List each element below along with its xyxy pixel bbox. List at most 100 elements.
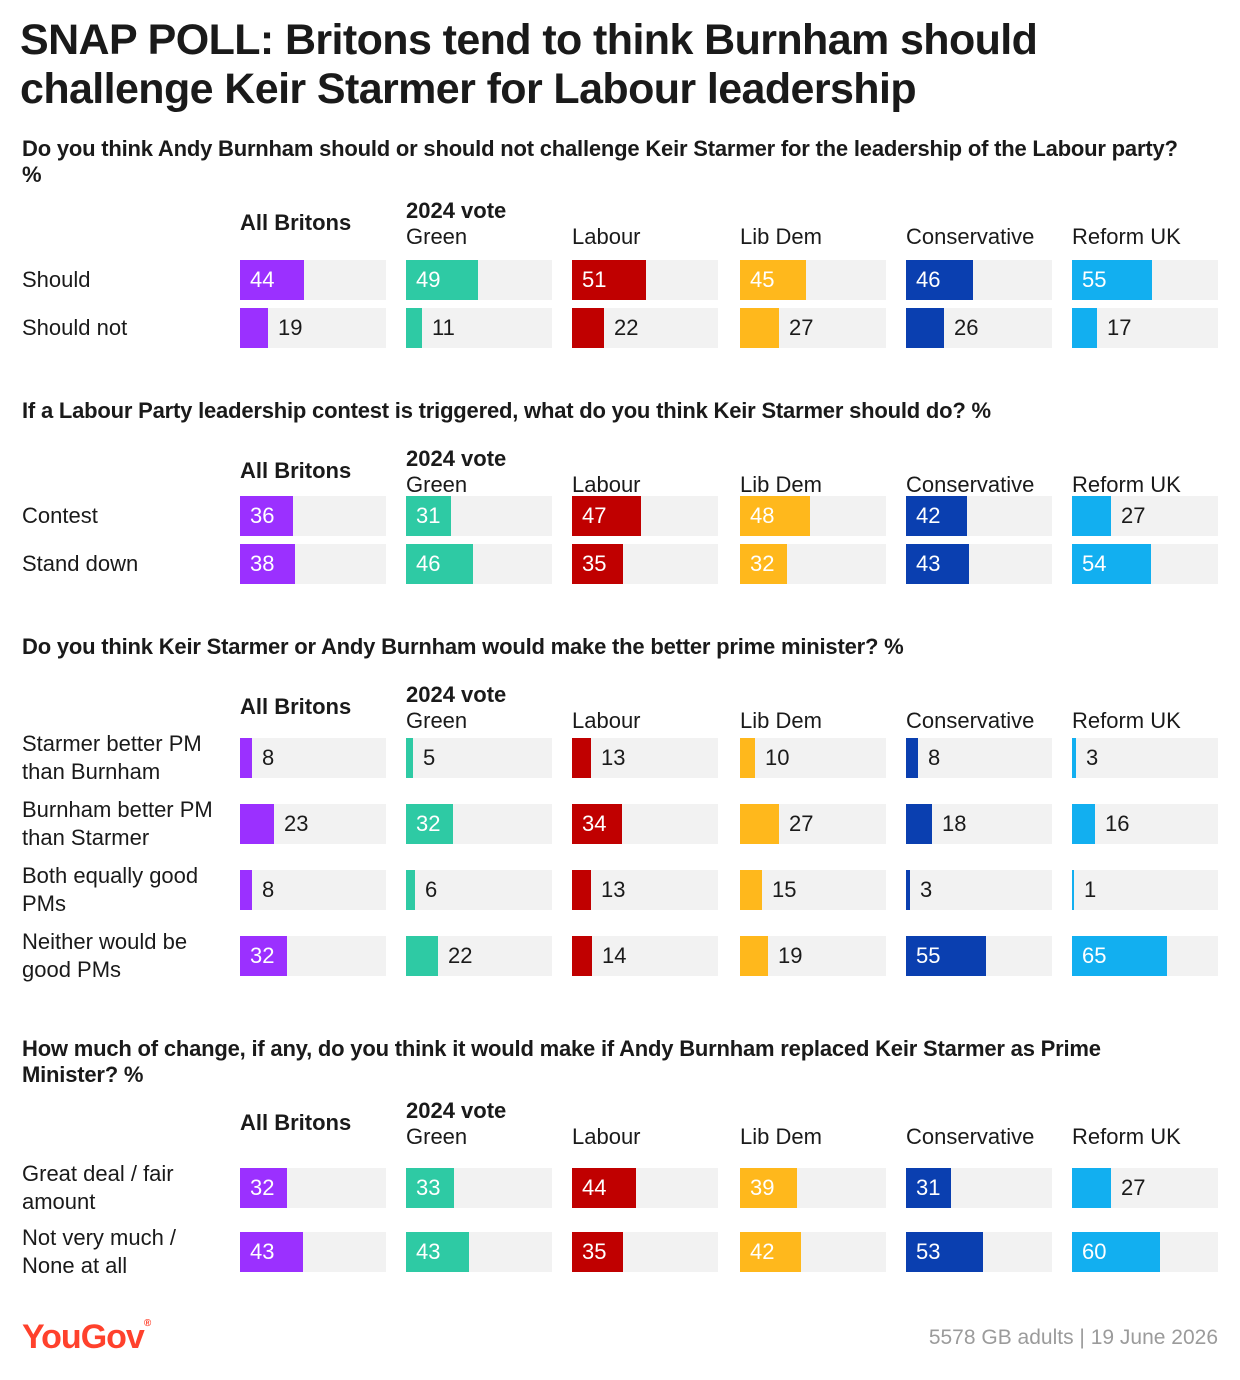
data-label: 6 [425,877,438,902]
bar-labour [572,870,591,910]
bar-conservative [906,1168,951,1208]
data-label: 23 [284,811,309,836]
bar-track: 46 [906,260,1052,300]
bar-conservative [906,870,910,910]
bar-track: 43 [906,544,1052,584]
bar-conservative [906,544,969,584]
bar-track: 60 [1072,1232,1218,1272]
bar-labour [572,804,622,844]
bar-reform-uk [1072,870,1074,910]
bar-track: 14 [572,936,718,976]
bar-all-britons [240,870,252,910]
bar-track: 16 [1072,804,1218,844]
bar-track: 32 [240,936,386,976]
bar-track: 19 [240,308,386,348]
question-title: If a Labour Party leadership contest is … [22,398,991,423]
data-label: 55 [1082,267,1107,292]
data-label: 27 [789,315,814,340]
bar-conservative [906,936,986,976]
bar-green [406,738,413,778]
row-label: Contest [22,503,98,528]
data-label: 35 [582,551,607,576]
bar-track: 55 [906,936,1052,976]
column-header-lib-dem: Lib Dem [740,472,822,497]
bar-track: 38 [240,544,386,584]
column-header-labour: Labour [572,224,641,249]
data-label: 11 [432,315,455,340]
bar-track: 13 [572,738,718,778]
bar-green [406,260,478,300]
bar-green [406,544,473,584]
bar-reform-uk [1072,496,1111,536]
bar-green [406,308,422,348]
bar-labour [572,260,646,300]
bar-lib-dem [740,1232,801,1272]
data-label: 27 [789,811,814,836]
bar-all-britons [240,804,274,844]
bar-track: 19 [740,936,886,976]
column-header-reform-uk: Reform UK [1072,1124,1181,1149]
bar-track: 42 [906,496,1052,536]
data-label: 27 [1121,1175,1146,1200]
yougov-logo: YouGov® [22,1318,151,1356]
data-label: 32 [250,943,275,968]
column-header-lib-dem: Lib Dem [740,1124,822,1149]
data-label: 42 [916,503,941,528]
question-title: Do you think Keir Starmer or Andy Burnha… [22,634,904,659]
bar-reform-uk [1072,308,1097,348]
source-note: 5578 GB adults | 19 June 2026 [928,1326,1218,1349]
bar-track: 5 [406,738,552,778]
data-label: 55 [916,943,941,968]
data-label: 51 [582,267,607,292]
data-label: 22 [614,315,639,340]
data-label: 43 [916,551,941,576]
bar-track: 27 [1072,1168,1218,1208]
column-header-green: Green [406,708,468,733]
bar-all-britons [240,260,304,300]
question-title: How much of change, if any, do you think… [22,1036,1101,1087]
row-label: Not very much / None at all [22,1225,177,1278]
bar-lib-dem [740,260,806,300]
column-header-green: Green [406,1124,468,1149]
bar-track: 6 [406,870,552,910]
bar-lib-dem [740,804,779,844]
bar-track: 43 [406,1232,552,1272]
bar-track: 32 [240,1168,386,1208]
bar-track: 31 [406,496,552,536]
bar-conservative [906,496,967,536]
bar-labour [572,308,604,348]
bar-reform-uk [1072,1232,1160,1272]
bar-reform-uk [1072,260,1152,300]
data-label: 60 [1082,1239,1107,1264]
bar-track: 35 [572,1232,718,1272]
bar-all-britons [240,496,293,536]
bar-track: 8 [240,738,386,778]
bar-track: 22 [406,936,552,976]
column-group-header-2024-vote: 2024 vote [406,446,507,471]
column-header-labour: Labour [572,1124,641,1149]
bar-track: 1 [1072,870,1218,910]
data-label: 26 [954,315,979,340]
data-label: 8 [928,745,941,770]
row-label: Burnham better PM than Starmer [22,797,213,850]
bar-green [406,936,438,976]
bar-track: 11 [406,308,552,348]
data-label: 13 [601,745,626,770]
row-label: Should not [22,315,128,340]
bar-labour [572,1232,623,1272]
bar-lib-dem [740,936,768,976]
bar-track: 42 [740,1232,886,1272]
bar-track: 27 [740,308,886,348]
bar-lib-dem [740,544,787,584]
bar-green [406,1168,454,1208]
bar-all-britons [240,1232,303,1272]
bar-all-britons [240,936,287,976]
data-label: 44 [250,267,275,292]
bar-conservative [906,308,944,348]
bar-track: 13 [572,870,718,910]
data-label: 1 [1084,877,1097,902]
bar-track: 8 [906,738,1052,778]
bar-track: 17 [1072,308,1218,348]
data-label: 8 [262,877,275,902]
row-label: Both equally good PMs [22,863,199,916]
